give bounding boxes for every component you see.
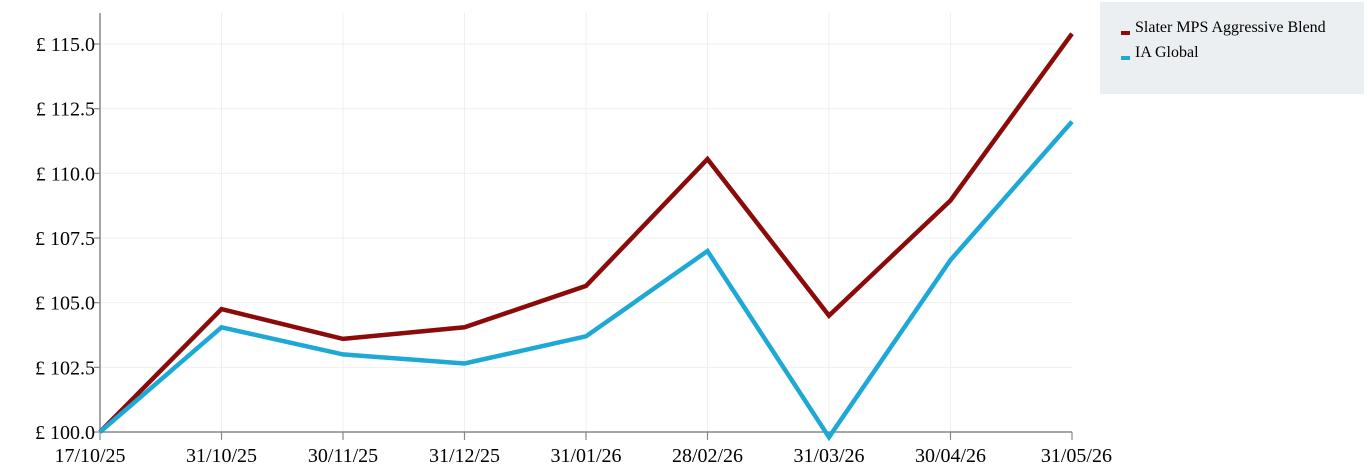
x-tick-label: 30/04/26 bbox=[915, 445, 986, 467]
series-lines bbox=[98, 32, 1074, 442]
y-tick-label: £ 107.5 bbox=[35, 228, 95, 250]
x-tick-label: 31/12/25 bbox=[429, 445, 500, 467]
x-tick-label: 31/05/26 bbox=[1041, 445, 1112, 467]
legend: Slater MPS Aggressive Blend IA Global bbox=[1100, 2, 1364, 94]
x-tick-label: 30/11/25 bbox=[308, 445, 378, 467]
x-tick-labels: 17/10/25 31/10/25 30/11/25 31/12/25 31/01/26… bbox=[54, 432, 1112, 467]
y-tick-label: £ 110.0 bbox=[36, 163, 95, 185]
grid-lines bbox=[100, 13, 1072, 432]
legend-item-series-1: IA Global bbox=[1121, 44, 1354, 61]
y-tick-labels: £ 100.0 £ 102.5 £ 105.0 £ 107.5 £ 110.0 £ 112… bbox=[35, 34, 100, 444]
x-tick-label: 17/10/25 bbox=[54, 445, 125, 467]
x-tick-label: 28/02/26 bbox=[672, 445, 743, 467]
legend-label-series-1: IA Global bbox=[1135, 44, 1199, 61]
legend-item-series-0: Slater MPS Aggressive Blend bbox=[1121, 19, 1354, 36]
x-tick-label: 31/01/26 bbox=[550, 445, 621, 467]
y-tick-label: £ 102.5 bbox=[35, 357, 95, 379]
y-tick-label: £ 115.0 bbox=[36, 34, 95, 56]
legend-swatch-series-0 bbox=[1121, 31, 1130, 35]
legend-label-series-0: Slater MPS Aggressive Blend bbox=[1135, 19, 1326, 36]
y-tick-label: £ 112.5 bbox=[36, 99, 95, 121]
x-tick-label: 31/10/25 bbox=[186, 445, 257, 467]
legend-swatch-series-1 bbox=[1121, 56, 1130, 60]
y-tick-label: £ 105.0 bbox=[35, 293, 95, 315]
y-tick-label: £ 100.0 bbox=[35, 422, 95, 444]
x-tick-label: 31/03/26 bbox=[793, 445, 864, 467]
